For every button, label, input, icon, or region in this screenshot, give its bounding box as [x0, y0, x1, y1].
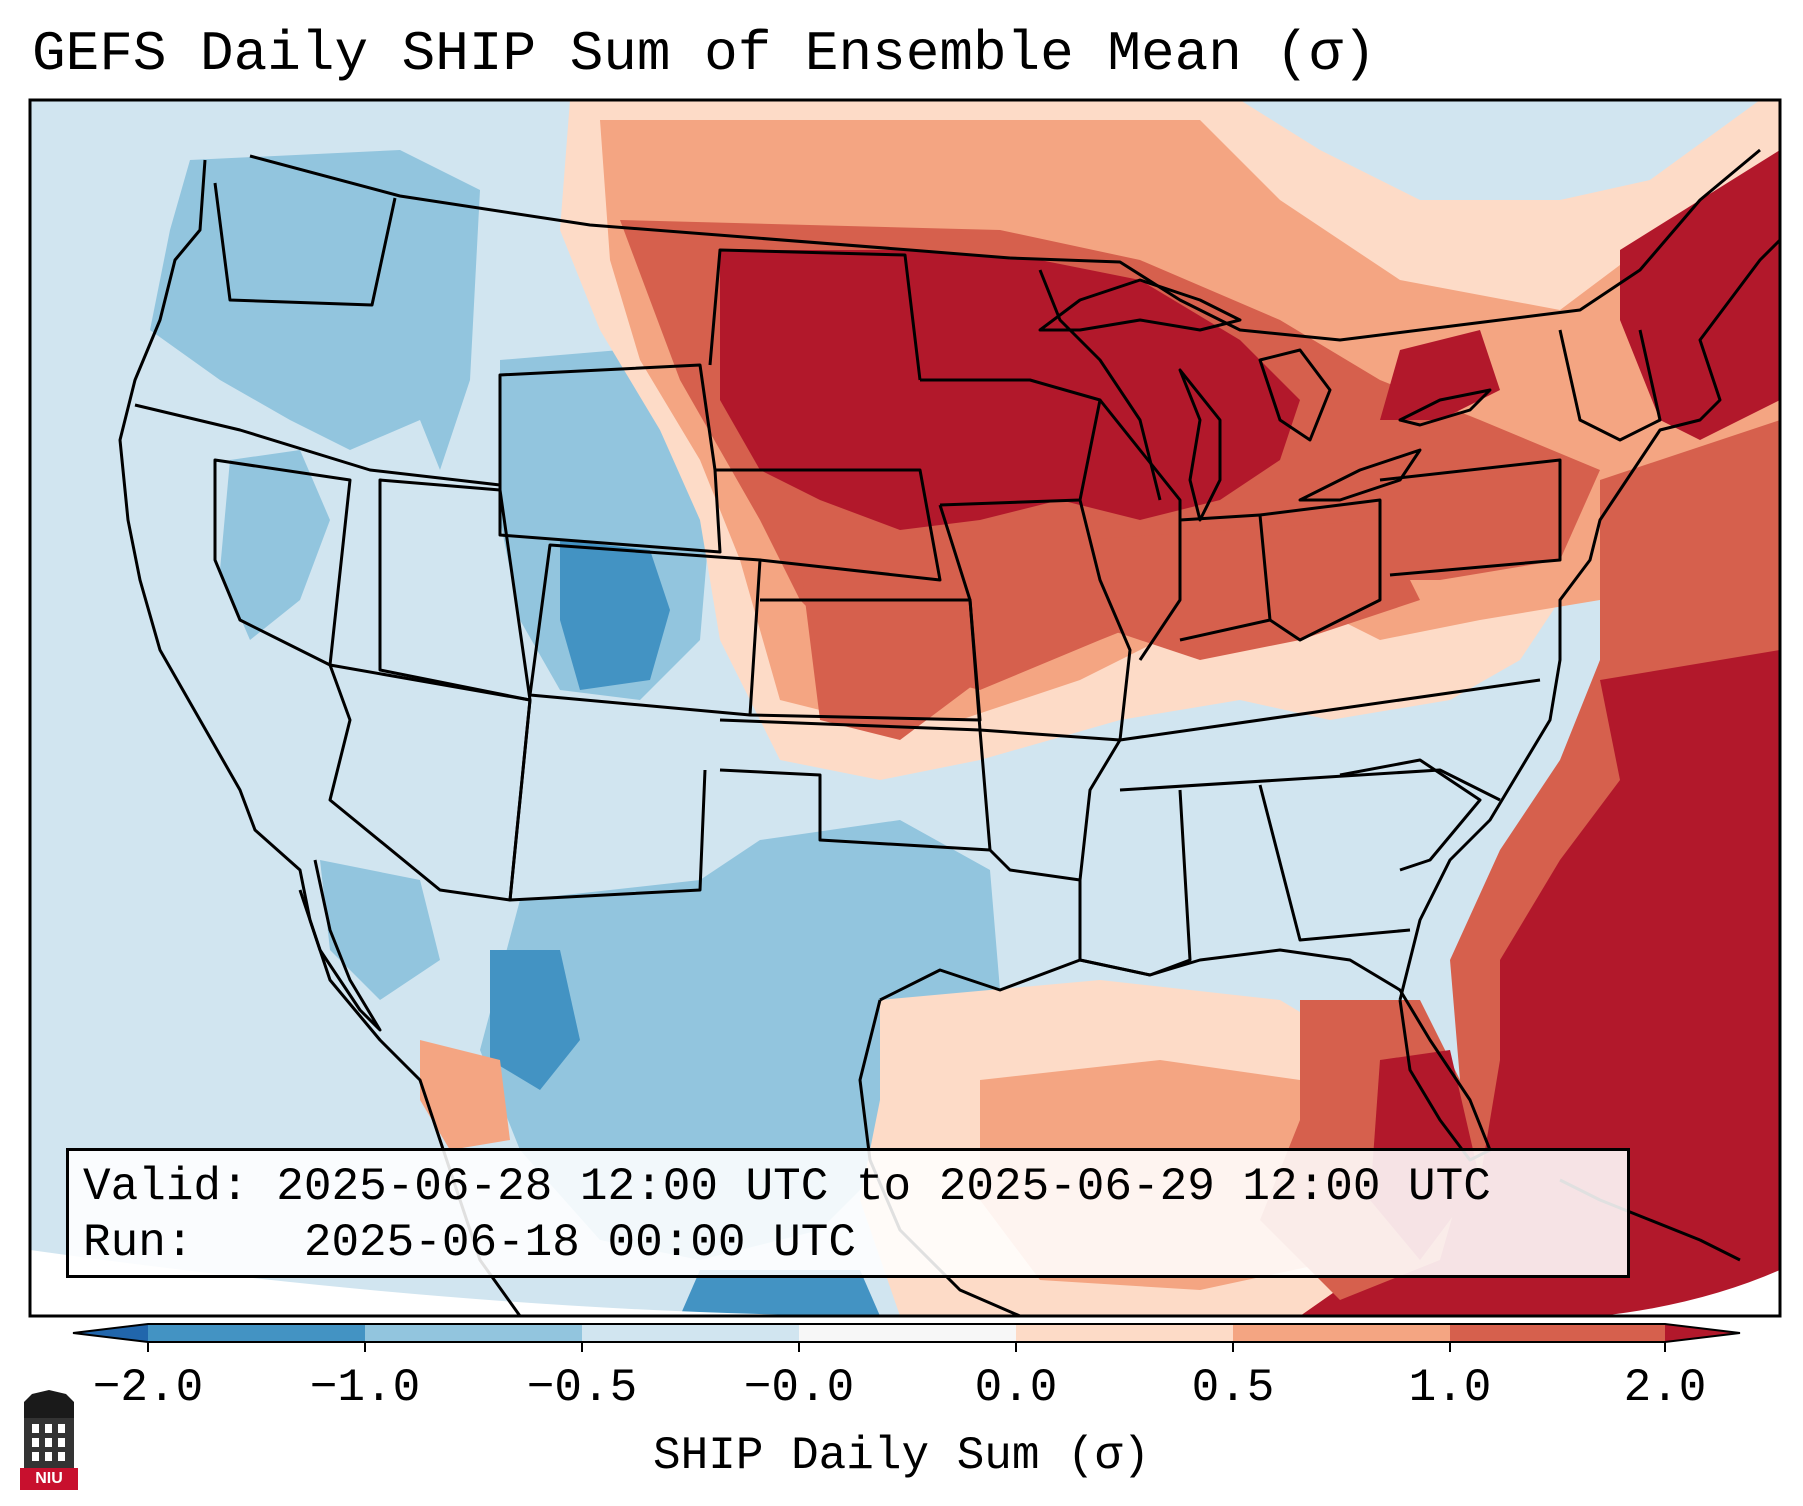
colorbar-tick-label: 1.0: [1408, 1362, 1492, 1414]
baja-coastline: [298, 859, 382, 1032]
border-wyoming: [498, 363, 722, 554]
field-sierra-madre-positive: [420, 1040, 510, 1150]
border-pennsylvania: [1379, 458, 1562, 577]
valid-value: 2025-06-28 12:00 UTC to 2025-06-29 12:00…: [276, 1161, 1491, 1213]
state-boundaries: [134, 148, 1761, 977]
colorbar-bin-5: [1016, 1324, 1233, 1342]
info-box: Valid: 2025-06-28 12:00 UTC to 2025-06-2…: [66, 1148, 1630, 1278]
lake-michigan: [1178, 368, 1222, 522]
niu-logo-icon: [20, 1390, 78, 1490]
border-dakotas: [708, 248, 922, 381]
field-pacific-northwest-negative: [150, 150, 480, 470]
run-row: Run: 2025-06-18 00:00 UTC: [83, 1215, 1613, 1271]
map-frame: [28, 98, 1782, 1318]
colorbar-tick-label: −0.5: [526, 1362, 638, 1414]
colorbar: [72, 1323, 1741, 1352]
atlantic-coastline: [1398, 238, 1782, 1001]
border-utah: [378, 478, 532, 702]
lake-ontario: [1398, 388, 1492, 427]
border-south-carolina: [1339, 758, 1482, 872]
field-south-strong-negative: [680, 1270, 880, 1316]
border-tennessee-south: [1119, 768, 1501, 802]
lake-huron: [1258, 348, 1332, 442]
border-wisconsin: [1038, 269, 1162, 501]
colorbar-bin-3: [582, 1324, 799, 1342]
colorbar-tick-label: 2.0: [1623, 1362, 1707, 1414]
border-nebraska: [715, 468, 942, 582]
field-great-basin-negative: [220, 450, 330, 640]
colorbar-bin-7: [1450, 1324, 1665, 1342]
niu-logo-text: NIU: [35, 1470, 63, 1487]
border-new-england: [1558, 329, 1662, 442]
colorbar-tick-label: −0.0: [743, 1362, 855, 1414]
map-edge-left: [30, 1250, 900, 1316]
valid-label: Valid:: [83, 1161, 249, 1213]
map-edge-right: [1600, 1270, 1780, 1316]
run-label: Run:: [83, 1217, 194, 1269]
border-ohio: [1259, 498, 1382, 642]
colorbar-tick-label: 0.5: [1191, 1362, 1275, 1414]
field-lake-ontario-extreme-positive: [1380, 330, 1500, 420]
map-field: [30, 100, 1780, 1316]
gulf-coastline: [879, 948, 1492, 1162]
colorbar-bin-2: [365, 1324, 582, 1342]
colorbar-bin-4: [799, 1324, 1016, 1342]
colorbar-tick-label: −2.0: [92, 1362, 204, 1414]
lake-erie: [1298, 448, 1422, 502]
border-tennessee-north: [1119, 678, 1541, 742]
field-colorado-strong-negative: [560, 540, 670, 690]
border-illinois: [1098, 399, 1182, 661]
border-washington: [213, 182, 397, 307]
colorbar-tick-label: 0.0: [974, 1362, 1058, 1414]
lake-superior: [1038, 278, 1242, 332]
run-value: 2025-06-18 00:00 UTC: [303, 1217, 856, 1269]
border-oklahoma: [719, 718, 992, 852]
border-or-id-nv: [134, 403, 501, 487]
border-alabama-georgia: [1258, 784, 1411, 942]
field-mexico-strong-negative: [490, 950, 580, 1090]
valid-row: Valid: 2025-06-28 12:00 UTC to 2025-06-2…: [83, 1159, 1613, 1215]
colorbar-extend-low: [73, 1324, 148, 1342]
colorbar-tick-label: −1.0: [309, 1362, 421, 1414]
border-nevada: [213, 458, 352, 667]
colorbar-extend-high: [1665, 1324, 1740, 1342]
great-lakes: [1038, 278, 1492, 522]
pacific-coastline: [118, 159, 522, 1317]
field-plains-lakes-extreme-positive: [720, 250, 1300, 530]
field-kansas-strong-positive: [800, 560, 980, 740]
colorbar-bin-6: [1233, 1324, 1450, 1342]
map-title: GEFS Daily SHIP Sum of Ensemble Mean (σ): [32, 22, 1377, 86]
canada-border: [249, 154, 1011, 260]
field-new-england-extreme-positive: [1620, 150, 1780, 440]
field-baja-negative: [320, 860, 440, 1000]
colorbar-bin-1: [148, 1324, 365, 1342]
colorbar-title: SHIP Daily Sum (σ): [653, 1430, 1150, 1482]
colorbar-ticks: [147, 1342, 1666, 1352]
border-indiana: [1179, 513, 1272, 642]
field-atlantic-extreme-positive: [1300, 650, 1780, 1316]
